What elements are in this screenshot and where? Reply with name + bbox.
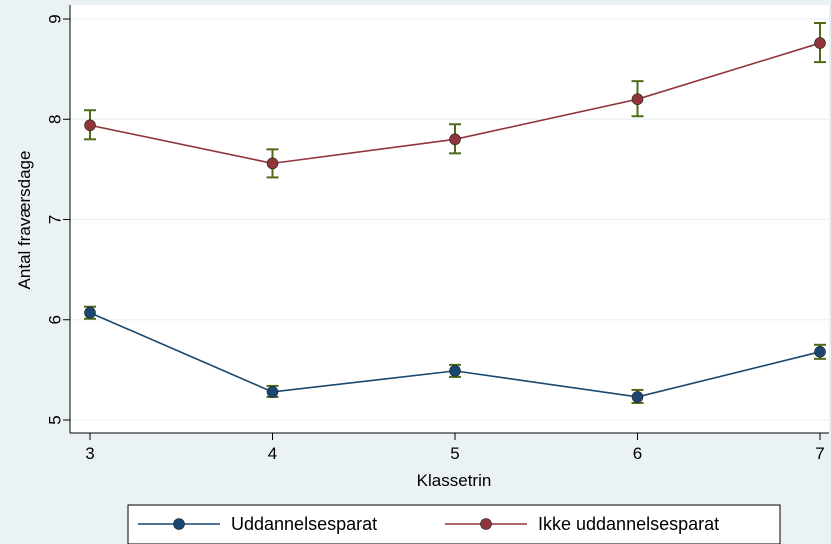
legend: Uddannelsesparat Ikke uddannelsesparat [127,504,781,544]
data-point-1-4 [266,386,279,398]
data-point-1-5 [449,365,461,377]
legend-marker-1 [173,518,185,530]
x-tick-label-5: 5 [450,444,459,463]
y-tick-label-8: 8 [46,115,65,124]
axes: 5 6 7 8 9 3 4 5 6 7 [46,5,829,463]
legend-label-1: Uddannelsesparat [231,514,377,534]
gridlines [70,18,829,421]
x-axis-title: Klassetrin [417,471,492,490]
data-point-2-6 [631,93,644,105]
x-tick-label-7: 7 [815,444,824,463]
y-tick-label-6: 6 [46,315,65,324]
series-2 [84,22,826,179]
data-point-2-5 [449,133,461,146]
x-tick-label-3: 3 [85,444,94,463]
y-tick-label-7: 7 [46,215,65,224]
data-point-1-3 [84,306,96,319]
data-point-1-6 [631,391,644,403]
y-axis-title: Antal fraværsdage [15,151,34,290]
data-point-1-7 [814,346,826,358]
legend-items: Uddannelsesparat Ikke uddannelsesparat [138,514,719,534]
series-1 [84,305,826,404]
x-tick-label-6: 6 [633,444,642,463]
series-layer [84,22,826,404]
x-tick-label-4: 4 [268,444,277,463]
legend-marker-2 [480,518,492,530]
data-point-2-7 [814,37,826,49]
y-tick-label-5: 5 [46,415,65,424]
legend-label-2: Ikke uddannelsesparat [538,514,719,534]
y-tick-label-9: 9 [46,14,65,23]
data-point-2-3 [84,119,96,132]
data-point-2-4 [266,157,279,170]
